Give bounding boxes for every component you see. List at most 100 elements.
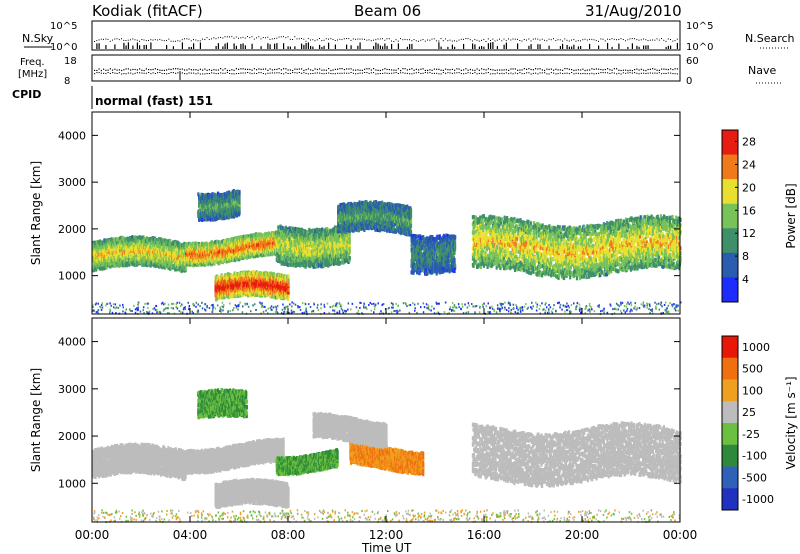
noise-pixel xyxy=(492,308,494,310)
noise-pixel xyxy=(248,306,250,308)
nave-point xyxy=(177,68,178,69)
station-title: Kodiak (fitACF) xyxy=(92,2,203,20)
noise-pixel xyxy=(460,308,462,310)
nsky-bar xyxy=(380,46,381,50)
nsearch-point xyxy=(200,40,201,41)
nave-point xyxy=(630,70,631,71)
nsky-bar xyxy=(166,45,167,49)
nsearch-point xyxy=(141,39,142,40)
nsearch-point xyxy=(297,38,298,39)
nave-point xyxy=(126,68,127,69)
date-title: 31/Aug/2010 xyxy=(585,2,682,20)
noise-pixel xyxy=(339,310,341,312)
nave-point xyxy=(346,68,347,69)
nave-point xyxy=(492,69,493,70)
noise-pixel xyxy=(643,302,645,304)
nsearch-point xyxy=(362,39,363,40)
nsearch-point xyxy=(330,38,331,39)
nsky-bar xyxy=(648,45,649,49)
noise-pixel xyxy=(198,304,200,306)
nsky-bar xyxy=(123,43,124,49)
nsearch-point xyxy=(387,38,388,39)
nave-point xyxy=(236,68,237,69)
nsearch-point xyxy=(456,41,457,42)
noise-pixel xyxy=(423,311,425,313)
nsearch-point xyxy=(657,38,658,39)
noise-pixel xyxy=(525,303,527,305)
nsky-bar xyxy=(222,46,223,49)
freq-point xyxy=(648,73,649,74)
noise-pixel xyxy=(360,302,362,304)
noise-pixel xyxy=(111,305,113,307)
freq-point xyxy=(306,73,307,74)
noise-pixel xyxy=(482,306,484,308)
freq-point xyxy=(301,73,302,74)
nave-point xyxy=(328,68,329,69)
nsky-bar xyxy=(303,45,304,49)
noise-pixel xyxy=(456,307,458,309)
noise-pixel xyxy=(118,307,120,309)
nave-point xyxy=(544,70,545,71)
nsky-bar xyxy=(483,47,484,49)
nave-point xyxy=(144,70,145,71)
noise-pixel xyxy=(311,311,313,313)
nsearch-point xyxy=(573,39,574,40)
freq-point xyxy=(294,72,295,73)
nsky-bar xyxy=(144,45,145,49)
freq-point xyxy=(474,72,475,73)
noise-pixel xyxy=(179,310,181,312)
noise-pixel xyxy=(654,302,656,304)
nave-point xyxy=(225,68,226,69)
nave-point xyxy=(675,68,676,69)
nave-point xyxy=(252,70,253,71)
freq-point xyxy=(571,72,572,73)
noise-pixel xyxy=(535,302,537,304)
nave-point xyxy=(636,69,637,70)
nsearch-point xyxy=(627,39,628,40)
freq-point xyxy=(472,73,473,74)
nsky-traces xyxy=(94,36,678,49)
noise-pixel xyxy=(508,302,510,304)
noise-pixel xyxy=(587,310,589,312)
nsky-bar xyxy=(668,46,669,49)
noise-pixel xyxy=(222,302,224,304)
noise-pixel xyxy=(122,310,124,312)
nave-point xyxy=(578,69,579,70)
nave-point xyxy=(528,68,529,69)
noise-pixel xyxy=(146,311,148,313)
noise-pixel xyxy=(627,308,629,310)
nsearch-point xyxy=(652,40,653,41)
nsearch-point xyxy=(594,39,595,40)
noise-pixel xyxy=(399,310,401,312)
freq-point xyxy=(492,73,493,74)
nsky-bar xyxy=(96,43,97,49)
nave-point xyxy=(488,68,489,69)
noise-pixel xyxy=(524,306,526,308)
nsearch-point xyxy=(483,39,484,40)
nave-point xyxy=(148,69,149,70)
nave-point xyxy=(479,70,480,71)
nsky-bar xyxy=(236,46,237,49)
nsearch-point xyxy=(137,40,138,41)
noise-pixel xyxy=(543,308,545,310)
noise-pixel xyxy=(339,302,341,304)
nave-point xyxy=(456,68,457,69)
noise-pixel xyxy=(368,304,370,306)
freq-point xyxy=(636,73,637,74)
nsearch-point xyxy=(243,37,244,38)
nsearch-point xyxy=(578,40,579,41)
nave-point xyxy=(677,68,678,69)
noise-pixel xyxy=(577,302,579,304)
noise-pixel xyxy=(105,305,107,307)
nsearch-point xyxy=(436,40,437,41)
nave-point xyxy=(153,69,154,70)
nave-point xyxy=(546,69,547,70)
nave-label: Nave xyxy=(748,64,776,77)
nsky-bar xyxy=(114,44,115,49)
freq-point xyxy=(247,72,248,73)
nave-point xyxy=(558,69,559,70)
noise-pixel xyxy=(255,309,256,311)
nsearch-point xyxy=(229,36,230,37)
nsearch-point xyxy=(353,38,354,39)
nsearch-point xyxy=(265,37,266,38)
